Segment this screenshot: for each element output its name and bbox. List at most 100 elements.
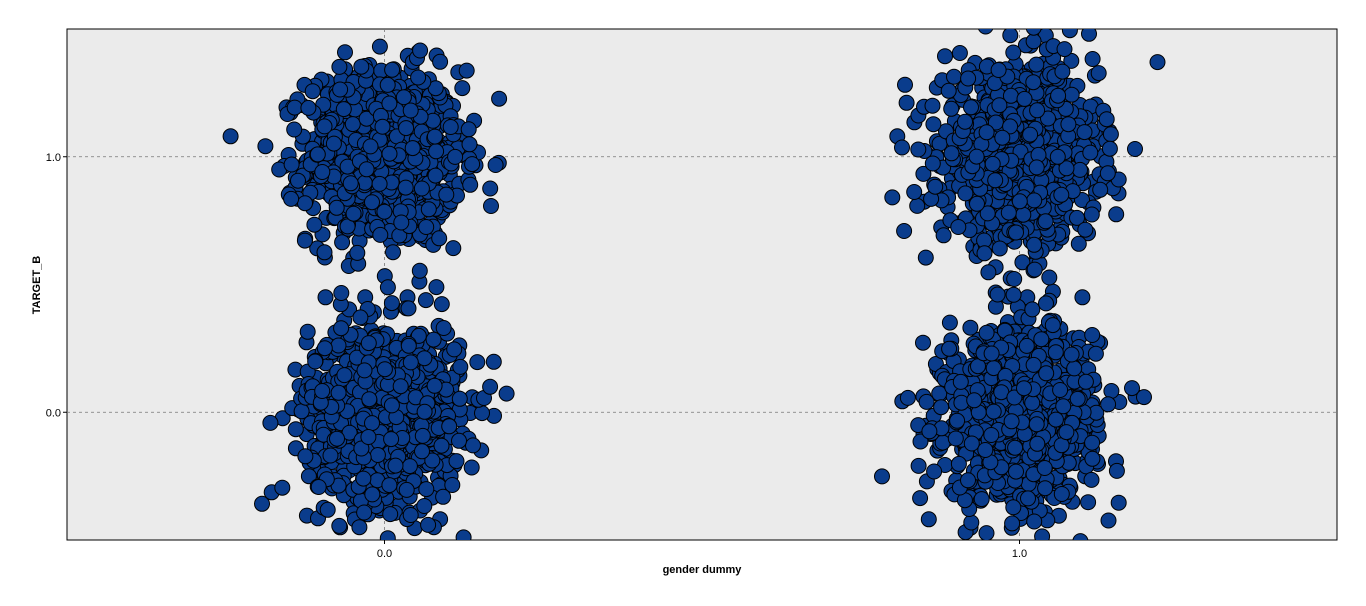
scatter-point	[1082, 144, 1099, 161]
scatter-point	[448, 453, 465, 470]
scatter-point	[286, 99, 303, 116]
scatter-point	[222, 128, 239, 145]
scatter-point	[384, 61, 401, 78]
scatter-point	[432, 53, 449, 70]
scatter-point	[352, 309, 369, 326]
scatter-point	[1080, 494, 1097, 511]
scatter-point	[1053, 186, 1070, 203]
scatter-point	[381, 145, 398, 162]
scatter-point	[1047, 411, 1064, 428]
scatter-point	[333, 285, 350, 301]
scatter-point	[1084, 327, 1101, 343]
scatter-point	[973, 491, 990, 508]
scatter-point	[1000, 204, 1017, 221]
scatter-point	[937, 48, 953, 65]
scatter-point	[897, 76, 913, 93]
scatter-point	[1033, 331, 1050, 348]
scatter-point	[978, 525, 995, 540]
scatter-point	[1053, 486, 1070, 502]
scatter-point	[1052, 382, 1069, 398]
scatter-point	[374, 118, 391, 135]
scatter-point	[431, 230, 448, 247]
scatter-point	[1077, 373, 1094, 390]
scatter-point	[1084, 434, 1101, 451]
scatter-point	[1016, 380, 1032, 397]
scatter-point	[372, 226, 389, 243]
scatter-point	[314, 383, 331, 399]
scatter-point	[1083, 471, 1100, 488]
scatter-point	[1055, 398, 1072, 415]
scatter-point	[383, 431, 400, 448]
scatter-point	[960, 472, 976, 489]
scatter-point	[1025, 33, 1042, 50]
scatter-point	[310, 479, 327, 495]
x-tick-label: 0.0	[377, 548, 392, 560]
scatter-point	[491, 90, 508, 107]
scatter-point	[924, 155, 941, 172]
scatter-point	[358, 161, 375, 178]
scatter-point	[296, 232, 313, 249]
scatter-point	[402, 507, 419, 523]
scatter-point	[1058, 160, 1075, 177]
scatter-point	[1056, 41, 1073, 58]
scatter-point	[387, 457, 404, 474]
scatter-point	[968, 148, 985, 165]
scatter-point	[998, 542, 1013, 557]
scatter-point	[309, 146, 326, 163]
y-axis-title: TARGET_B	[31, 256, 43, 315]
scatter-point	[1083, 206, 1100, 223]
scatter-point	[909, 197, 926, 214]
scatter-point	[1090, 65, 1107, 82]
scatter-point	[1037, 213, 1054, 230]
scatter-point	[1100, 512, 1117, 529]
scatter-point	[300, 99, 317, 116]
scatter-point	[978, 124, 995, 141]
scatter-point	[994, 129, 1011, 146]
scatter-point	[1002, 118, 1019, 135]
scatter-point	[960, 70, 977, 87]
scatter-point	[398, 481, 415, 498]
scatter-point	[317, 289, 334, 306]
scatter-point	[1005, 286, 1022, 303]
scatter-point	[1070, 235, 1087, 252]
scatter-point	[1024, 394, 1041, 411]
scatter-point	[1076, 124, 1093, 141]
scatter-point	[1034, 528, 1051, 540]
scatter-point	[383, 295, 400, 312]
scatter-point	[300, 468, 317, 485]
scatter-point	[1050, 87, 1067, 104]
scatter-point	[1005, 44, 1022, 61]
scatter-point	[342, 175, 359, 192]
scatter-point	[925, 116, 942, 133]
scatter-point	[385, 244, 401, 261]
scatter-point	[381, 477, 398, 494]
scatter-point	[921, 423, 938, 440]
scatter-point	[1127, 141, 1143, 157]
scatter-point	[376, 203, 393, 220]
scatter-point	[417, 292, 434, 309]
scatter-point	[446, 341, 463, 358]
scatter-point	[331, 58, 348, 75]
scatter-point	[356, 504, 373, 521]
scatter-point	[447, 148, 464, 165]
scatter-point	[299, 323, 316, 340]
scatter-point	[991, 97, 1008, 114]
scatter-point	[297, 448, 314, 465]
scatter-point	[1081, 29, 1097, 42]
scatter-point	[420, 516, 437, 533]
scatter-point	[963, 99, 979, 116]
scatter-point	[465, 437, 481, 454]
scatter-point	[379, 76, 396, 93]
scatter-point	[424, 452, 441, 469]
scatter-point	[926, 463, 943, 480]
scatter-point	[445, 240, 462, 257]
scatter-point	[435, 488, 452, 505]
scatter-point	[1028, 159, 1045, 176]
scatter-point	[469, 354, 486, 371]
scatter-point	[1004, 515, 1021, 532]
scatter-point	[416, 498, 433, 514]
scatter-point	[1006, 389, 1023, 406]
scatter-point	[325, 135, 342, 152]
scatter-point	[1025, 29, 1042, 36]
